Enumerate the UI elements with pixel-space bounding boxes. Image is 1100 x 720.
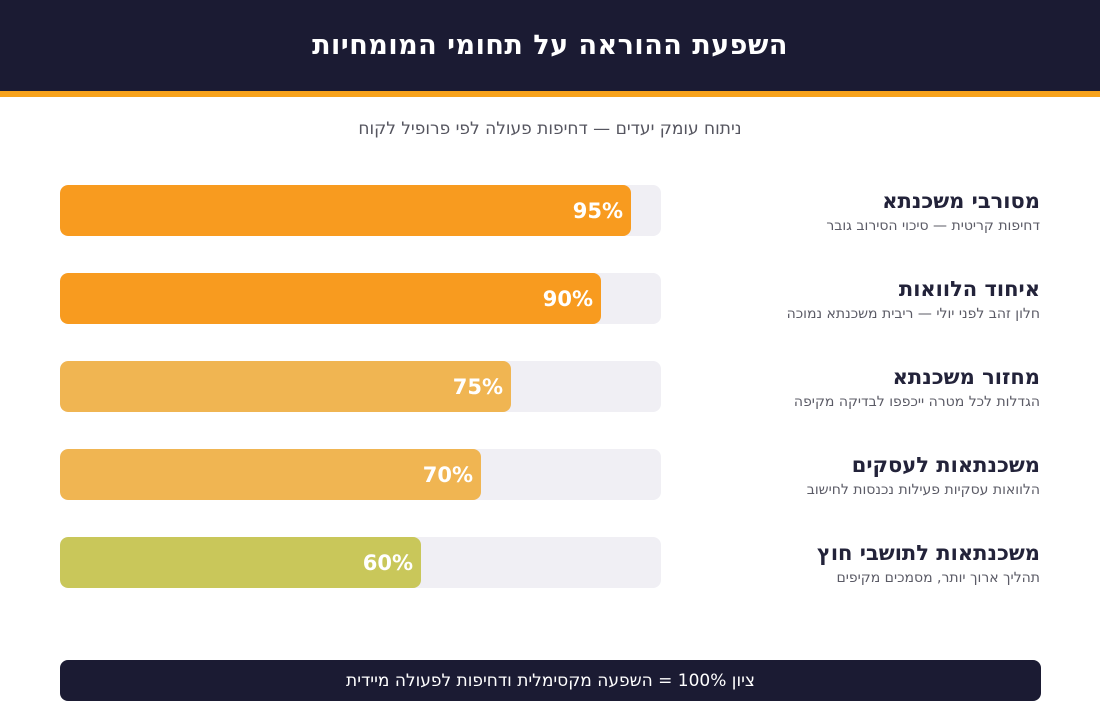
- category-label-block: משכנתאות לתושבי חוץ תהליך ארוך יותר, מסמכ…: [660, 537, 1040, 588]
- bar-track: 90%: [60, 273, 661, 324]
- bar-value-label: 95%: [572, 199, 623, 223]
- category-label-block: משכנתאות לעסקים הלוואות עסקיות פעילות נכנ…: [660, 449, 1040, 500]
- bar-value-label: 70%: [422, 463, 473, 487]
- chart-row: 70% משכנתאות לעסקים הלוואות עסקיות פעילות …: [0, 449, 1100, 500]
- header-accent-line: [0, 91, 1100, 97]
- bar-value-label: 60%: [362, 551, 413, 575]
- footer-text: ציון 100% = השפעה מקסימלית ודחיפות לפעול…: [346, 670, 755, 691]
- category-label: משכנתאות לעסקים: [851, 453, 1040, 477]
- footer-note: ציון 100% = השפעה מקסימלית ודחיפות לפעול…: [60, 660, 1041, 701]
- category-description: דחיפות קריטית — סיכוי הסירוב גובר: [826, 218, 1040, 234]
- chart-row: 60% משכנתאות לתושבי חוץ תהליך ארוך יותר, מ…: [0, 537, 1100, 588]
- category-description: חלון זהב לפני יולי — ריבית משכנתא נמוכה: [786, 306, 1040, 322]
- bar-track: 95%: [60, 185, 661, 236]
- bar-track: 75%: [60, 361, 661, 412]
- chart-row: 75% מחזור משכנתא הגדלות לכל מטרה ייכפפו לב…: [0, 361, 1100, 412]
- bar: [60, 537, 421, 588]
- category-description: הלוואות עסקיות פעילות נכנסות לחישוב: [806, 482, 1040, 498]
- bar: [60, 449, 481, 500]
- category-label-block: מסורבי משכנתא דחיפות קריטית — סיכוי הסירו…: [660, 185, 1040, 236]
- bar: [60, 361, 511, 412]
- bar: [60, 273, 601, 324]
- category-label-block: מחזור משכנתא הגדלות לכל מטרה ייכפפו לבדיק…: [660, 361, 1040, 412]
- category-description: הגדלות לכל מטרה ייכפפו לבדיקה מקיפה: [793, 394, 1040, 410]
- header-bar: השפעת ההוראה על תחומי המומחיות: [0, 0, 1100, 91]
- category-label: מחזור משכנתא: [892, 365, 1040, 389]
- chart-row: 90% איחוד הלוואות חלון זהב לפני יולי — ריב…: [0, 273, 1100, 324]
- bar-value-label: 90%: [542, 287, 593, 311]
- bar-chart: 95% מסורבי משכנתא דחיפות קריטית — סיכוי הס…: [0, 185, 1100, 605]
- category-description: תהליך ארוך יותר, מסמכים מקיפים: [836, 570, 1040, 586]
- category-label: מסורבי משכנתא: [882, 189, 1040, 213]
- category-label: משכנתאות לתושבי חוץ: [816, 541, 1040, 565]
- bar-value-label: 75%: [452, 375, 503, 399]
- page-title: השפעת ההוראה על תחומי המומחיות: [312, 30, 788, 61]
- bar: [60, 185, 631, 236]
- bar-track: 60%: [60, 537, 661, 588]
- page-subtitle: ניתוח עומק יעדים — דחיפות פעולה לפי פרופ…: [358, 119, 742, 139]
- category-label: איחוד הלוואות: [898, 277, 1040, 301]
- bar-track: 70%: [60, 449, 661, 500]
- category-label-block: איחוד הלוואות חלון זהב לפני יולי — ריבית …: [660, 273, 1040, 324]
- chart-row: 95% מסורבי משכנתא דחיפות קריטית — סיכוי הס…: [0, 185, 1100, 236]
